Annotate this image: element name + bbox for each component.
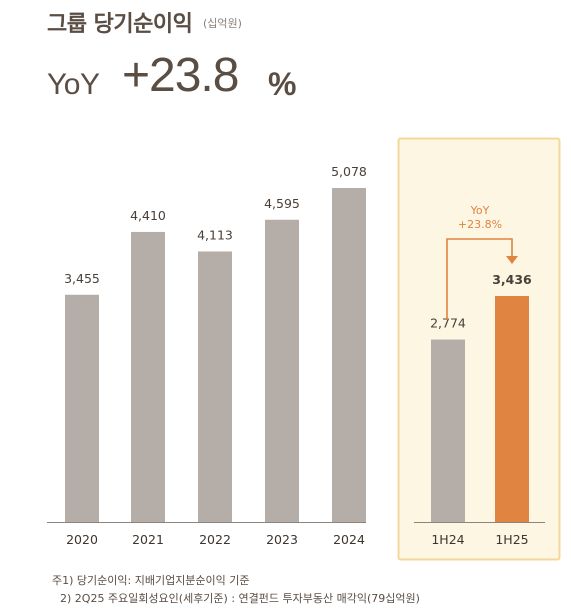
- yoy-value: +23.8: [122, 49, 239, 102]
- x-tick-2022: 2022: [199, 532, 231, 547]
- chart-title: 그룹 당기순이익: [47, 12, 193, 37]
- bar-2021: [131, 231, 165, 522]
- value-label-2024: 5,078: [331, 164, 367, 179]
- yoy-percent-sign: %: [268, 66, 297, 102]
- annotation-arrowhead: [506, 256, 518, 264]
- value-label-2020: 3,455: [64, 271, 100, 286]
- yoy-label: YoY: [47, 68, 100, 101]
- value-label-2021: 4,410: [130, 208, 166, 223]
- bar-1H25: [495, 296, 529, 522]
- x-tick-1H24: 1H24: [431, 532, 464, 547]
- annotation-yoy-value: +23.8%: [458, 218, 502, 231]
- footnote-1: 주1) 당기순이익: 지배기업지분순이익 기준: [52, 574, 250, 587]
- bar-1H24: [431, 339, 465, 522]
- value-label-2022: 4,113: [197, 227, 233, 242]
- unit-label: (십억원): [203, 17, 242, 30]
- value-label-1H25: 3,436: [492, 272, 532, 287]
- bar-2022: [198, 251, 232, 522]
- highlight-box: [397, 137, 561, 561]
- bar-2020: [65, 294, 99, 522]
- annotation-arrow-line: [446, 238, 513, 320]
- annotation-yoy-label: YoY: [470, 204, 490, 217]
- footnote-2: 2) 2Q25 주요일회성요인(세후기준) : 연결펀드 투자부동산 매각익(7…: [60, 592, 420, 605]
- x-tick-2020: 2020: [66, 532, 98, 547]
- x-tick-2021: 2021: [132, 532, 164, 547]
- x-tick-1H25: 1H25: [495, 532, 528, 547]
- value-label-1H24: 2,774: [430, 316, 466, 331]
- bar-2023: [265, 219, 299, 523]
- value-label-2023: 4,595: [264, 196, 300, 211]
- bar-2024: [332, 188, 366, 522]
- footnotes: 주1) 당기순이익: 지배기업지분순이익 기준 2) 2Q25 주요일회성요인(…: [52, 572, 420, 608]
- x-tick-2024: 2024: [333, 532, 365, 547]
- x-tick-2023: 2023: [266, 532, 298, 547]
- net-income-chart: 3,455 2020 4,410 2021 4,113 2022 4,595 2023 5,07…: [47, 137, 561, 561]
